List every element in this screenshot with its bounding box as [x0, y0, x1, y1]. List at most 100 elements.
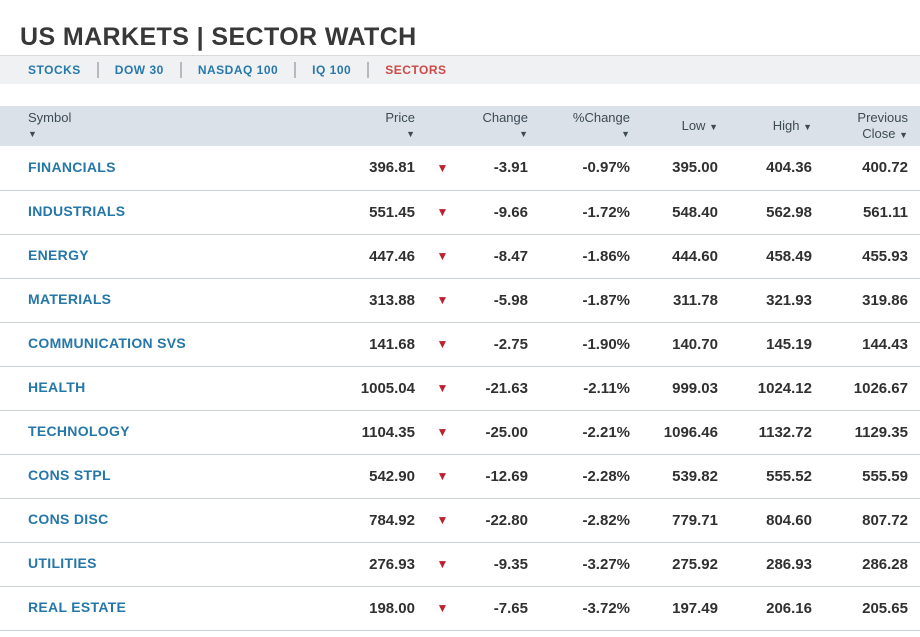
col-header-label: Change: [482, 110, 528, 125]
sort-desc-icon: ▼: [899, 129, 908, 140]
table-row: ENERGY 447.46 ▼ -8.47 -1.86% 444.60 458.…: [0, 234, 920, 279]
tab-stocks[interactable]: STOCKS: [28, 63, 81, 77]
down-arrow-icon: ▼: [436, 205, 449, 219]
change-cell: -8.47: [470, 234, 528, 279]
high-cell: 555.52: [718, 454, 812, 499]
down-arrow-icon: ▼: [436, 249, 449, 263]
tab-divider: [294, 62, 297, 78]
prev-close-cell: 319.86: [812, 278, 920, 323]
high-cell: 321.93: [718, 278, 812, 323]
low-cell: 539.82: [630, 454, 718, 499]
price-cell: 396.81: [280, 146, 415, 191]
prev-close-cell: 555.59: [812, 454, 920, 499]
pct-change-cell: -3.27%: [528, 542, 630, 587]
down-arrow-icon: ▼: [436, 513, 449, 527]
price-cell: 784.92: [280, 498, 415, 543]
tab-divider: [367, 62, 370, 78]
tab-divider: [179, 62, 182, 78]
low-cell: 444.60: [630, 234, 718, 279]
change-cell: -25.00: [470, 410, 528, 455]
price-cell: 198.00: [280, 586, 415, 631]
col-header-low[interactable]: Low ▼: [630, 106, 718, 146]
change-cell: -5.98: [470, 278, 528, 323]
pct-change-cell: -3.72%: [528, 586, 630, 631]
symbol-link[interactable]: HEALTH: [28, 379, 86, 395]
table-body: FINANCIALS 396.81 ▼ -3.91 -0.97% 395.00 …: [0, 146, 920, 631]
price-cell: 1104.35: [280, 410, 415, 455]
down-arrow-icon: ▼: [436, 557, 449, 571]
low-cell: 140.70: [630, 322, 718, 367]
high-cell: 1024.12: [718, 366, 812, 411]
col-header-pct-change[interactable]: %Change ▼: [528, 106, 630, 146]
low-cell: 311.78: [630, 278, 718, 323]
symbol-link[interactable]: ENERGY: [28, 247, 89, 263]
low-cell: 548.40: [630, 190, 718, 235]
prev-close-cell: 205.65: [812, 586, 920, 631]
sector-watch-table: Symbol ▼ Price ▼ Change ▼ %Change ▼ Low …: [0, 106, 920, 631]
table-row: TECHNOLOGY 1104.35 ▼ -25.00 -2.21% 1096.…: [0, 410, 920, 455]
pct-change-cell: -1.86%: [528, 234, 630, 279]
pct-change-cell: -1.87%: [528, 278, 630, 323]
col-header-change[interactable]: Change ▼: [470, 106, 528, 146]
price-cell: 551.45: [280, 190, 415, 235]
high-cell: 562.98: [718, 190, 812, 235]
pct-change-cell: -2.11%: [528, 366, 630, 411]
tab-sectors[interactable]: SECTORS: [385, 63, 447, 77]
down-arrow-icon: ▼: [436, 469, 449, 483]
symbol-link[interactable]: REAL ESTATE: [28, 599, 127, 615]
down-arrow-icon: ▼: [436, 160, 449, 175]
table-row: FINANCIALS 396.81 ▼ -3.91 -0.97% 395.00 …: [0, 146, 920, 191]
pct-change-cell: -1.90%: [528, 322, 630, 367]
col-header-previous-close[interactable]: Previous Close ▼: [812, 106, 920, 146]
pct-change-cell: -2.82%: [528, 498, 630, 543]
symbol-link[interactable]: MATERIALS: [28, 291, 112, 307]
tab-dow-30[interactable]: DOW 30: [114, 63, 164, 77]
masthead: US MARKETS | SECTOR WATCH: [0, 0, 920, 55]
table-row: INDUSTRIALS 551.45 ▼ -9.66 -1.72% 548.40…: [0, 190, 920, 235]
pct-change-cell: -2.21%: [528, 410, 630, 455]
col-header-label: Low: [681, 117, 706, 133]
col-header-label: Symbol: [28, 110, 72, 125]
symbol-link[interactable]: UTILITIES: [28, 555, 97, 571]
symbol-link[interactable]: CONS DISC: [28, 511, 109, 527]
change-cell: -7.65: [470, 586, 528, 631]
change-cell: -9.35: [470, 542, 528, 587]
table-header-row: Symbol ▼ Price ▼ Change ▼ %Change ▼ Low …: [0, 106, 920, 146]
down-arrow-icon: ▼: [436, 381, 449, 395]
symbol-link[interactable]: CONS STPL: [28, 467, 111, 483]
low-cell: 999.03: [630, 366, 718, 411]
col-header-high[interactable]: High ▼: [718, 106, 812, 146]
price-cell: 141.68: [280, 322, 415, 367]
high-cell: 145.19: [718, 322, 812, 367]
high-cell: 458.49: [718, 234, 812, 279]
symbol-link[interactable]: INDUSTRIALS: [28, 203, 126, 219]
price-cell: 313.88: [280, 278, 415, 323]
prev-close-cell: 400.72: [812, 146, 920, 191]
tab-iq-100[interactable]: IQ 100: [312, 63, 352, 77]
prev-close-cell: 561.11: [812, 190, 920, 235]
change-cell: -21.63: [470, 366, 528, 411]
prev-close-cell: 807.72: [812, 498, 920, 543]
col-header-price[interactable]: Price ▼: [280, 106, 415, 146]
market-tab-bar: STOCKS DOW 30 NASDAQ 100 IQ 100 SECTORS: [0, 55, 920, 84]
table-header: Symbol ▼ Price ▼ Change ▼ %Change ▼ Low …: [0, 106, 920, 146]
high-cell: 404.36: [718, 146, 812, 191]
down-arrow-icon: ▼: [436, 601, 449, 615]
low-cell: 197.49: [630, 586, 718, 631]
change-cell: -2.75: [470, 322, 528, 367]
low-cell: 275.92: [630, 542, 718, 587]
tab-divider: [96, 62, 99, 78]
down-arrow-icon: ▼: [436, 293, 449, 307]
col-header-symbol[interactable]: Symbol ▼: [0, 106, 280, 146]
prev-close-cell: 1026.67: [812, 366, 920, 411]
prev-close-cell: 286.28: [812, 542, 920, 587]
tab-nasdaq-100[interactable]: NASDAQ 100: [197, 63, 279, 77]
col-header-label: Close: [862, 125, 896, 141]
change-cell: -22.80: [470, 498, 528, 543]
table-row: REAL ESTATE 198.00 ▼ -7.65 -3.72% 197.49…: [0, 586, 920, 631]
high-cell: 206.16: [718, 586, 812, 631]
symbol-link[interactable]: COMMUNICATION SVS: [28, 335, 187, 351]
symbol-link[interactable]: TECHNOLOGY: [28, 423, 130, 439]
col-header-label: Price: [385, 110, 415, 125]
symbol-link[interactable]: FINANCIALS: [28, 158, 116, 175]
